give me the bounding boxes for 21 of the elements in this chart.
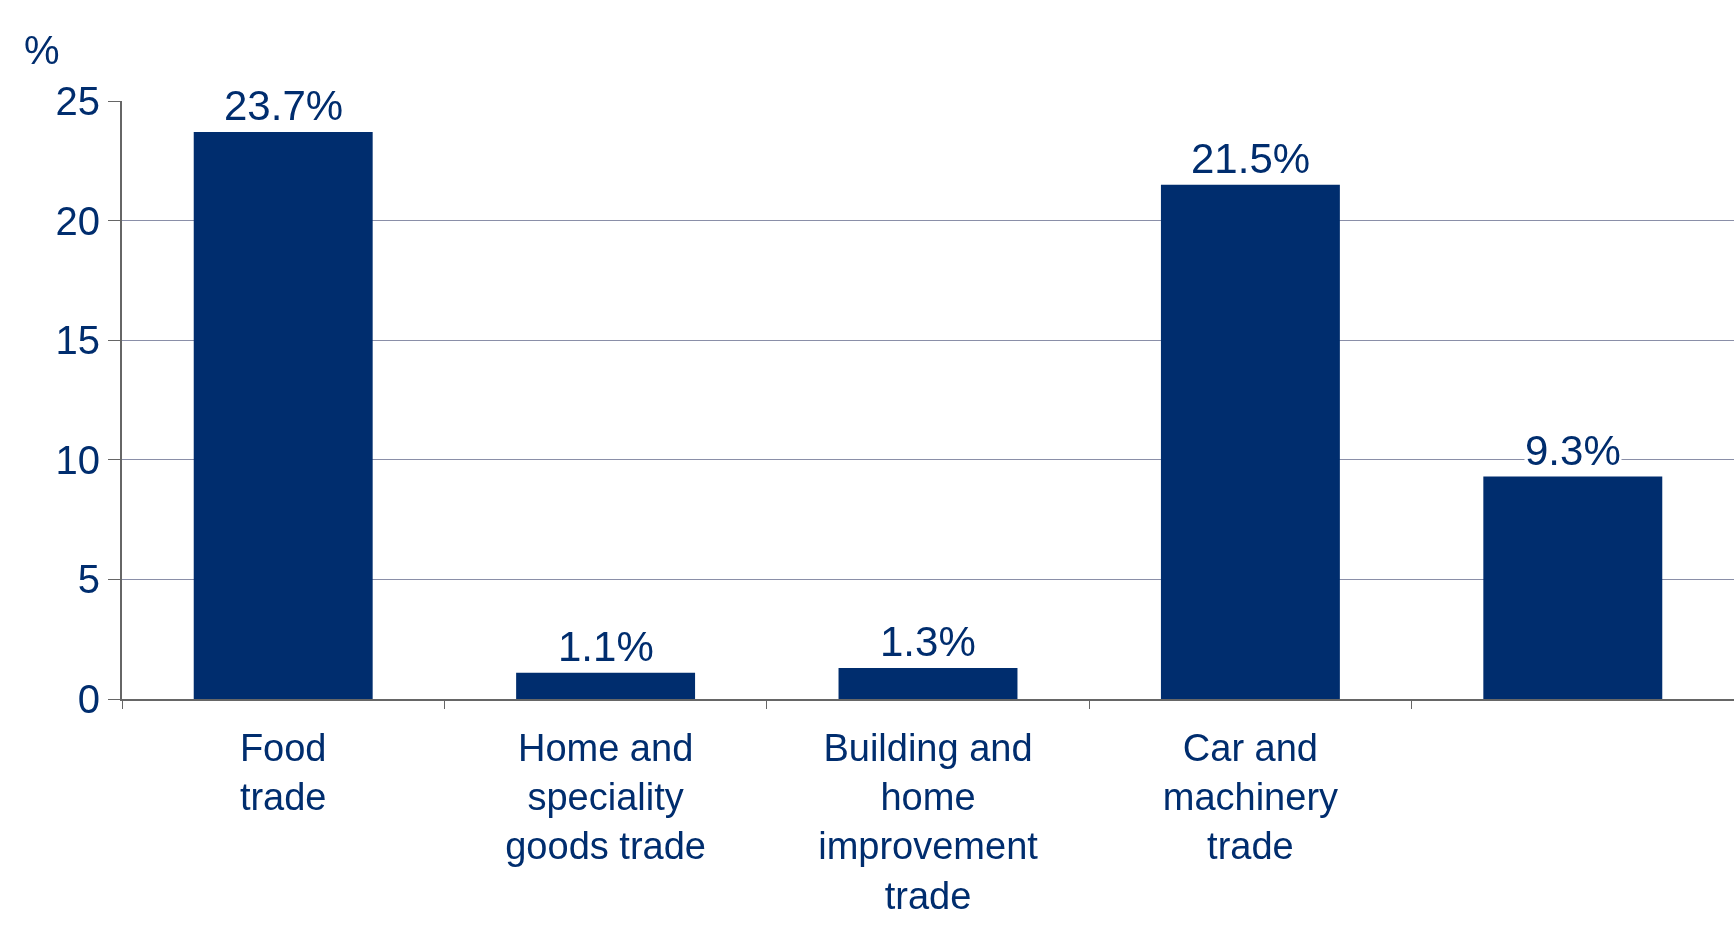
y-tick-label: 20 xyxy=(55,198,100,243)
bar xyxy=(838,667,1018,699)
y-tick-label: 10 xyxy=(55,437,100,482)
x-tick-label: Food trade xyxy=(239,726,327,818)
data-label: 9.3% xyxy=(1525,427,1621,474)
y-tick-label: 0 xyxy=(77,677,100,721)
data-label: 21.5% xyxy=(1191,135,1311,182)
x-tick-label: Home and speciality goods trade xyxy=(505,726,706,868)
bar xyxy=(193,132,373,699)
x-tick-label: Building and home improvement trade xyxy=(818,726,1039,917)
y-tick-label: 5 xyxy=(77,557,100,602)
y-tick-label: 25 xyxy=(55,79,100,123)
bar xyxy=(1160,184,1340,699)
bar xyxy=(516,672,696,699)
data-label: 1.1% xyxy=(558,623,654,670)
bar xyxy=(1483,476,1663,699)
data-label: 1.3% xyxy=(880,618,976,665)
y-tick-label: 15 xyxy=(55,318,100,363)
data-label: 23.7% xyxy=(224,82,344,129)
y-axis-title: % xyxy=(24,28,60,72)
x-tick-label: Car and machinery trade xyxy=(1162,726,1339,868)
